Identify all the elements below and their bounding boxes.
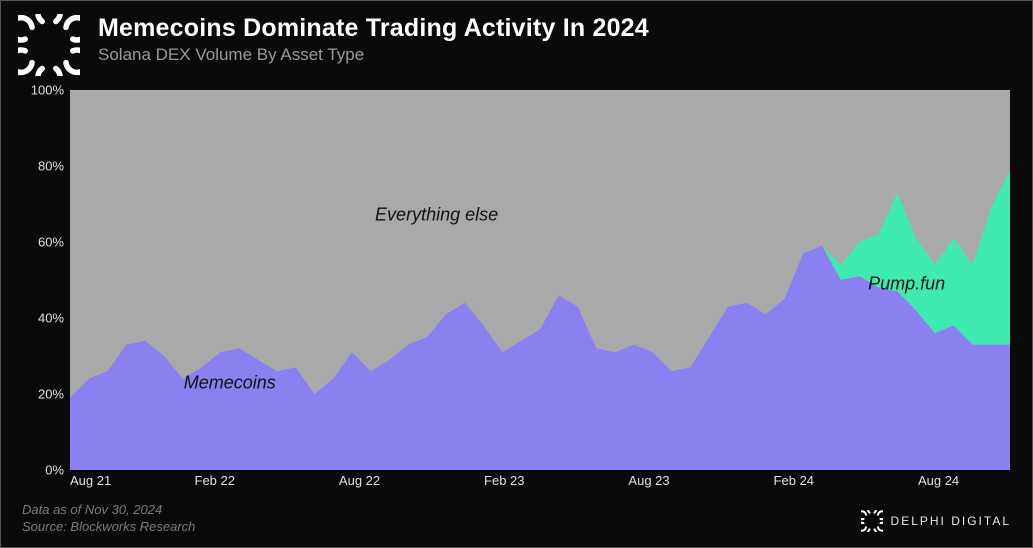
x-tick-label: Feb 24 <box>774 473 814 488</box>
chart-subtitle: Solana DEX Volume By Asset Type <box>98 45 649 65</box>
x-tick-label: Aug 21 <box>70 473 111 488</box>
header: Memecoins Dominate Trading Activity In 2… <box>18 14 649 76</box>
delphi-logo-icon <box>18 14 80 76</box>
footer-attribution: Data as of Nov 30, 2024 Source: Blockwor… <box>22 501 195 536</box>
footer-date: Data as of Nov 30, 2024 <box>22 501 195 519</box>
x-tick-label: Aug 23 <box>628 473 669 488</box>
y-tick-label: 40% <box>38 311 64 326</box>
plot-area: Everything else Memecoins Pump.fun <box>70 90 1010 470</box>
y-tick-label: 0% <box>45 463 64 478</box>
y-axis: 0%20%40%60%80%100% <box>20 90 70 470</box>
x-tick-label: Feb 22 <box>195 473 235 488</box>
chart-area: 0%20%40%60%80%100% Everything else Memec… <box>20 90 1010 485</box>
brand-text: DELPHI DIGITAL <box>891 514 1011 528</box>
x-tick-label: Aug 22 <box>339 473 380 488</box>
chart-title: Memecoins Dominate Trading Activity In 2… <box>98 14 649 43</box>
title-block: Memecoins Dominate Trading Activity In 2… <box>98 14 649 65</box>
y-tick-label: 80% <box>38 159 64 174</box>
x-tick-label: Aug 24 <box>918 473 959 488</box>
area-svg <box>70 90 1010 470</box>
y-tick-label: 100% <box>31 83 64 98</box>
brand-mark: DELPHI DIGITAL <box>861 510 1011 532</box>
y-tick-label: 60% <box>38 235 64 250</box>
footer-source: Source: Blockworks Research <box>22 518 195 536</box>
x-axis: Aug 21 Feb 22 Aug 22 Feb 23 Aug 23 Feb 24 Aug … <box>70 470 1010 492</box>
y-tick-label: 20% <box>38 387 64 402</box>
x-tick-label: Feb 23 <box>484 473 524 488</box>
delphi-small-logo-icon <box>861 510 883 532</box>
